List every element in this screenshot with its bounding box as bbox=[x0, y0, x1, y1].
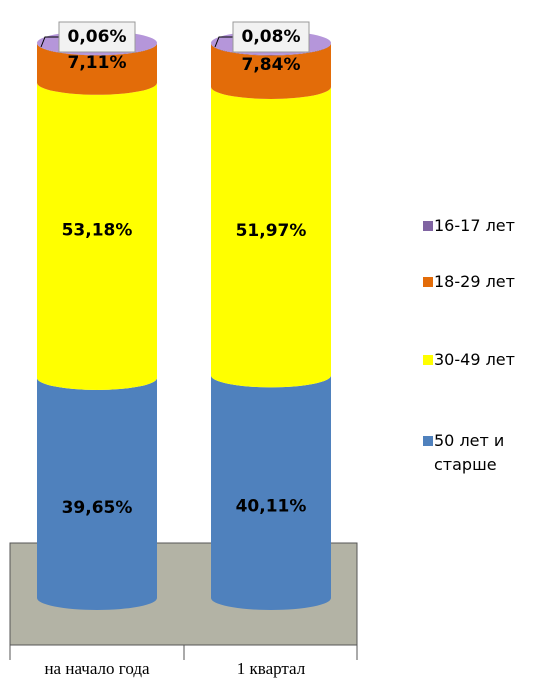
data-label: 51,97% bbox=[236, 221, 307, 241]
leader-line bbox=[40, 36, 59, 48]
leader-line bbox=[214, 36, 233, 48]
cylinder-segment bbox=[211, 375, 331, 610]
cylinder-segment bbox=[37, 43, 157, 95]
data-label: 53,18% bbox=[62, 220, 133, 240]
label-box bbox=[232, 21, 310, 53]
label-box bbox=[58, 21, 136, 53]
legend-label: 16-17 лет bbox=[434, 216, 515, 235]
data-label: 0,06% bbox=[68, 27, 127, 47]
data-label: 7,11% bbox=[68, 53, 127, 73]
legend-label: 18-29 лет bbox=[434, 272, 515, 291]
data-label: 0,08% bbox=[242, 27, 301, 47]
cylinder-segment bbox=[37, 82, 157, 390]
legend-swatch bbox=[423, 221, 433, 231]
cylinder-segment bbox=[37, 377, 157, 610]
legend-swatch bbox=[423, 277, 433, 287]
cylinder-segment bbox=[211, 86, 331, 388]
legend-label: 30-49 лет bbox=[434, 350, 515, 369]
legend-label: 50 лет и старше bbox=[434, 431, 505, 474]
legend-swatch bbox=[423, 355, 433, 365]
data-label: 7,84% bbox=[242, 55, 301, 75]
x-tick-label: на начало года bbox=[44, 659, 150, 678]
cylinder-segment bbox=[211, 43, 331, 99]
data-label: 39,65% bbox=[62, 498, 133, 518]
legend-swatch bbox=[423, 436, 433, 446]
x-tick-label: 1 квартал bbox=[237, 659, 306, 678]
data-label: 40,11% bbox=[236, 497, 307, 517]
